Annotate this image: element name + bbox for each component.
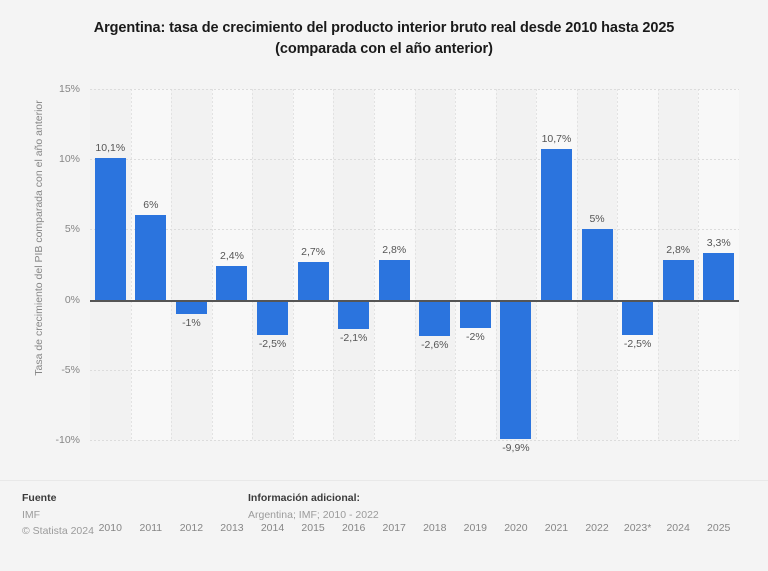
x-axis-tick-label: 2025 — [707, 522, 731, 534]
plot-area — [90, 89, 739, 441]
bar[interactable] — [540, 149, 572, 300]
column-separator — [698, 89, 700, 440]
bar-value-label: 2,8% — [666, 244, 691, 257]
footer-source-name: IMF — [22, 509, 41, 521]
column-separator — [495, 89, 497, 440]
bar-value-label: -2,5% — [258, 337, 287, 350]
y-axis-tick-label: 0% — [64, 293, 80, 306]
footer-info-block: Información adicional: Argentina; IMF; 2… — [248, 492, 379, 524]
gridline — [90, 369, 739, 371]
x-axis-tick-label: 2022 — [585, 522, 609, 534]
column-separator — [292, 89, 294, 440]
column-separator — [414, 89, 416, 440]
bar[interactable] — [459, 299, 491, 328]
page-title: Argentina: tasa de crecimiento del produ… — [0, 0, 768, 60]
plot-column-band — [252, 89, 293, 440]
x-axis-tick-label: 2012 — [179, 522, 204, 534]
x-axis-tick-label: 2013 — [220, 522, 244, 534]
bar[interactable] — [500, 299, 532, 439]
bar-value-label: -2% — [466, 330, 485, 343]
x-axis-tick-label: 2011 — [139, 522, 163, 534]
column-separator — [171, 89, 173, 440]
plot-column-band — [171, 89, 212, 440]
plot-column-band — [617, 89, 658, 440]
bar-value-label: 10,1% — [95, 141, 126, 154]
x-axis-tick-label: 2014 — [260, 522, 285, 534]
y-axis-tick-label: 5% — [64, 223, 80, 236]
bar[interactable] — [581, 229, 613, 300]
x-axis-tick-label: 2016 — [341, 522, 366, 534]
plot-column-band — [333, 89, 374, 440]
bar-value-label: -2,5% — [623, 337, 652, 350]
bar-value-label: 10,7% — [541, 133, 572, 146]
column-separator — [373, 89, 375, 440]
page-title-line-1: Argentina: tasa de crecimiento del produ… — [93, 20, 675, 36]
y-axis-tick-label: 15% — [58, 83, 80, 95]
bar[interactable] — [662, 260, 694, 300]
footer: Fuente IMF © Statista 2024 Información a… — [0, 492, 768, 571]
x-axis-tick-label: 2010 — [98, 522, 122, 534]
column-separator — [657, 89, 659, 440]
bar-value-label: 5% — [589, 213, 605, 226]
bar-value-label: 2,8% — [382, 244, 407, 257]
footer-divider — [0, 480, 768, 481]
bar[interactable] — [419, 299, 451, 337]
bar-value-label: -1% — [182, 316, 201, 329]
bar[interactable] — [257, 299, 289, 335]
x-axis-tick-label: 2024 — [666, 522, 690, 534]
gridline — [90, 159, 739, 161]
gridline — [90, 229, 739, 231]
y-axis-tick-label: 10% — [58, 153, 80, 166]
plot-column-band — [211, 89, 253, 440]
bar-value-label: -2,6% — [421, 339, 449, 352]
x-axis-tick-label: 2015 — [301, 522, 325, 534]
column-separator — [252, 89, 254, 440]
y-axis-tick-label: -10% — [55, 434, 80, 446]
footer-source-block: Fuente IMF © Statista 2024 — [22, 492, 94, 540]
gridline — [90, 89, 739, 90]
zero-axis-line — [90, 299, 739, 302]
bar[interactable] — [135, 215, 167, 300]
bar-value-label: 6% — [143, 199, 159, 212]
column-separator — [536, 89, 538, 440]
column-separator — [576, 89, 578, 440]
page-title-line-2: (comparada con el año anterior) — [275, 41, 493, 58]
bar-value-label: -9,9% — [502, 441, 530, 454]
column-separator — [455, 89, 457, 440]
bar[interactable] — [216, 265, 248, 300]
footer-source-heading: Fuente — [22, 492, 57, 504]
gridline — [90, 440, 739, 441]
chart-container: Tasa de crecimiento del PIB comparada co… — [0, 78, 768, 534]
bar-value-label: -2,1% — [339, 332, 368, 345]
bar-value-label: 2,7% — [301, 245, 326, 258]
footer-copyright: © Statista 2024 — [22, 524, 94, 537]
footer-info-text: Argentina; IMF; 2010 - 2022 — [248, 509, 379, 521]
x-axis-tick-label: 2020 — [504, 522, 528, 534]
y-axis-title: Tasa de crecimiento del PIB comparada co… — [33, 100, 45, 376]
bar[interactable] — [703, 253, 735, 300]
bar[interactable] — [622, 299, 654, 335]
column-separator — [130, 89, 132, 440]
plot-column-band — [414, 89, 456, 440]
x-axis-tick-label: 2017 — [382, 522, 406, 534]
bar-value-label: 2,4% — [220, 249, 244, 262]
bar-value-label: 3,3% — [706, 237, 731, 250]
bar[interactable] — [378, 260, 410, 300]
bar[interactable] — [338, 299, 370, 330]
x-axis-tick-label: 2019 — [463, 522, 488, 534]
bar[interactable] — [94, 157, 126, 300]
y-axis-tick-label: -5% — [61, 363, 80, 376]
plot-column-band — [455, 89, 496, 440]
x-axis-tick-label: 2023* — [623, 522, 652, 534]
column-separator — [617, 89, 619, 440]
x-axis-tick-label: 2021 — [544, 522, 569, 534]
bar[interactable] — [297, 261, 329, 300]
column-separator — [333, 89, 335, 440]
footer-info-heading: Información adicional: — [248, 492, 361, 504]
x-axis-tick-label: 2018 — [423, 522, 447, 534]
column-separator — [211, 89, 213, 440]
bar[interactable] — [175, 299, 207, 314]
